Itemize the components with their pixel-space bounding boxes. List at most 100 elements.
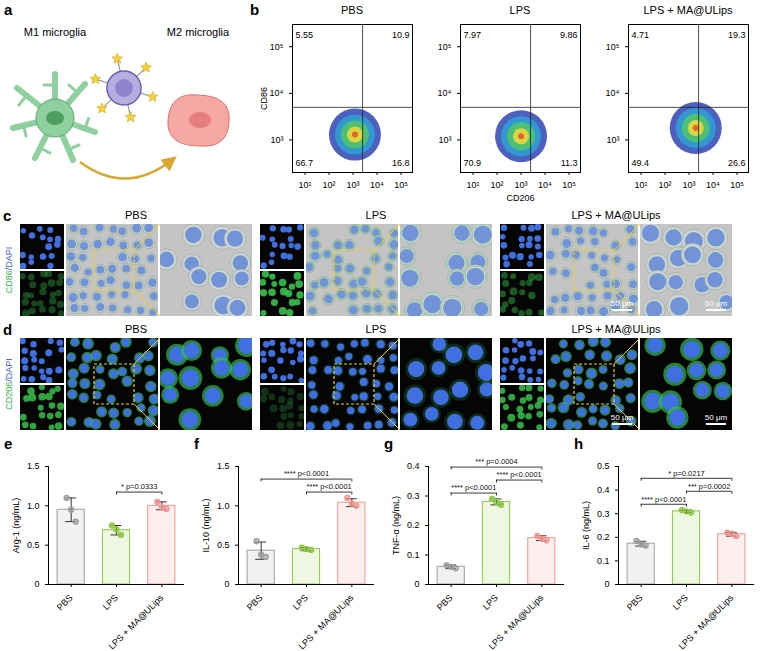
svg-text:CD86: CD86 (259, 87, 269, 110)
svg-text:LPS + MA@ULips: LPS + MA@ULips (677, 592, 736, 651)
svg-text:10⁴: 10⁴ (370, 180, 384, 190)
svg-text:CD86/DAPI: CD86/DAPI (4, 247, 14, 294)
svg-text:0.1: 0.1 (597, 556, 610, 566)
svg-text:* p=0.0333: * p=0.0333 (121, 482, 158, 491)
svg-text:0.5: 0.5 (217, 540, 230, 550)
svg-text:**** p<0.0001: **** p<0.0001 (641, 495, 686, 504)
svg-text:10⁵: 10⁵ (394, 180, 408, 190)
svg-text:0: 0 (604, 579, 609, 589)
svg-text:PBS: PBS (245, 593, 265, 613)
svg-text:1.0: 1.0 (27, 501, 40, 511)
svg-text:1.0: 1.0 (217, 501, 230, 511)
svg-text:0.3: 0.3 (597, 509, 610, 519)
svg-text:LPS: LPS (101, 593, 120, 612)
svg-text:PBS: PBS (125, 209, 147, 221)
svg-text:LPS + MA@ULips: LPS + MA@ULips (571, 323, 661, 335)
svg-text:10¹: 10¹ (635, 180, 648, 190)
svg-text:10³: 10³ (683, 180, 696, 190)
svg-text:M1 microglia: M1 microglia (24, 26, 87, 38)
svg-text:LPS + MA@ULips: LPS + MA@ULips (571, 209, 661, 221)
svg-text:10¹: 10¹ (467, 180, 480, 190)
svg-text:PBS: PBS (435, 593, 455, 613)
svg-text:4.71: 4.71 (632, 30, 650, 40)
svg-text:10⁵: 10⁵ (606, 42, 620, 52)
html-text:b: b (250, 1, 260, 18)
svg-text:10⁵: 10⁵ (562, 180, 576, 190)
svg-text:49.4: 49.4 (632, 158, 650, 168)
svg-text:16.8: 16.8 (392, 158, 410, 168)
svg-text:10³: 10³ (515, 180, 528, 190)
svg-text:10⁴: 10⁴ (606, 88, 620, 98)
svg-text:50 μm: 50 μm (611, 299, 634, 308)
svg-text:**** p<0.0001: **** p<0.0001 (307, 482, 352, 491)
svg-text:10⁵: 10⁵ (438, 42, 452, 52)
svg-text:1.5: 1.5 (217, 461, 230, 471)
svg-text:LPS: LPS (366, 209, 387, 221)
svg-text:0.2: 0.2 (597, 532, 610, 542)
svg-text:26.6: 26.6 (728, 158, 746, 168)
html-text:LPS + MA@ULips: LPS + MA@ULips (643, 4, 733, 16)
svg-text:10⁴: 10⁴ (538, 180, 552, 190)
svg-text:M2 microglia: M2 microglia (167, 26, 230, 38)
svg-text:10⁵: 10⁵ (730, 180, 744, 190)
svg-text:66.7: 66.7 (296, 158, 314, 168)
svg-text:CD206: CD206 (506, 193, 534, 203)
svg-text:10³: 10³ (270, 135, 283, 145)
svg-text:10²: 10² (323, 180, 336, 190)
svg-text:TNF-α (ng/mL): TNF-α (ng/mL) (391, 496, 401, 555)
svg-text:70.9: 70.9 (464, 158, 482, 168)
svg-text:10⁴: 10⁴ (706, 180, 720, 190)
svg-text:LPS + MA@ULips: LPS + MA@ULips (107, 592, 166, 651)
svg-text:*** p=0.0004: *** p=0.0004 (475, 457, 517, 466)
svg-text:10²: 10² (659, 180, 672, 190)
svg-text:19.3: 19.3 (728, 30, 746, 40)
html-text:LPS: LPS (509, 4, 531, 16)
svg-text:0.4: 0.4 (597, 485, 610, 495)
svg-text:10⁵: 10⁵ (270, 42, 284, 52)
svg-text:LPS: LPS (366, 323, 387, 335)
svg-text:PBS: PBS (125, 323, 147, 335)
svg-text:7.97: 7.97 (464, 30, 482, 40)
svg-text:10³: 10³ (347, 180, 360, 190)
svg-text:10.9: 10.9 (392, 30, 410, 40)
svg-text:**** p<0.0001: **** p<0.0001 (284, 469, 329, 478)
svg-text:0: 0 (34, 579, 39, 589)
html-text:PBS: PBS (341, 4, 363, 16)
svg-text:PBS: PBS (625, 593, 645, 613)
svg-text:10³: 10³ (438, 135, 451, 145)
svg-text:0.5: 0.5 (27, 540, 40, 550)
svg-text:*** p=0.0002: *** p=0.0002 (688, 482, 730, 491)
svg-text:9.86: 9.86 (560, 30, 578, 40)
svg-text:1.5: 1.5 (27, 461, 40, 471)
svg-text:LPS + MA@ULips: LPS + MA@ULips (297, 592, 356, 651)
svg-text:10¹: 10¹ (299, 180, 312, 190)
svg-text:10⁴: 10⁴ (438, 88, 452, 98)
svg-text:**** p<0.0001: **** p<0.0001 (497, 470, 542, 479)
svg-text:50 μm: 50 μm (611, 413, 634, 422)
svg-text:0.5: 0.5 (597, 461, 610, 471)
svg-text:50 μm: 50 μm (705, 413, 728, 422)
svg-text:**** p<0.0001: **** p<0.0001 (451, 483, 496, 492)
svg-text:Arg-1 (ng/mL): Arg-1 (ng/mL) (11, 498, 21, 554)
svg-text:10³: 10³ (606, 135, 619, 145)
svg-text:10²: 10² (491, 180, 504, 190)
svg-text:IL-10 (ng/mL): IL-10 (ng/mL) (201, 498, 211, 552)
svg-text:* p=0.0217: * p=0.0217 (668, 469, 705, 478)
svg-text:5.55: 5.55 (296, 30, 314, 40)
svg-text:LPS: LPS (291, 593, 310, 612)
svg-text:50 μm: 50 μm (705, 299, 728, 308)
svg-text:0.3: 0.3 (407, 491, 420, 501)
svg-text:0: 0 (224, 579, 229, 589)
svg-text:LPS: LPS (481, 593, 500, 612)
svg-text:0.1: 0.1 (407, 550, 420, 560)
svg-text:LPS + MA@ULips: LPS + MA@ULips (487, 592, 546, 651)
svg-text:CD206/DAPI: CD206/DAPI (4, 358, 14, 410)
svg-text:IL-6 (ng/mL): IL-6 (ng/mL) (581, 501, 591, 550)
svg-text:0: 0 (414, 579, 419, 589)
svg-text:LPS: LPS (671, 593, 690, 612)
svg-text:0.4: 0.4 (407, 461, 420, 471)
svg-text:0.2: 0.2 (407, 520, 420, 530)
svg-text:10⁴: 10⁴ (270, 88, 284, 98)
svg-text:11.3: 11.3 (561, 158, 578, 168)
svg-text:PBS: PBS (55, 593, 75, 613)
